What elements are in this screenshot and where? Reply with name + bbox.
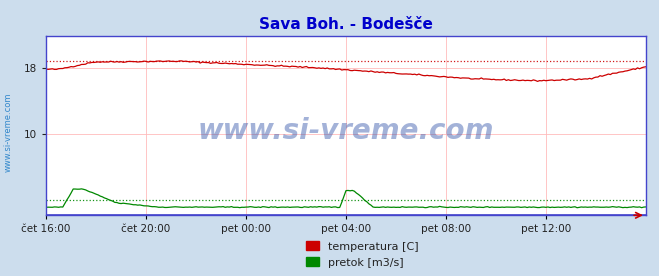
Title: Sava Boh. - Bodešče: Sava Boh. - Bodešče [259,17,433,32]
Text: www.si-vreme.com: www.si-vreme.com [198,117,494,145]
Text: www.si-vreme.com: www.si-vreme.com [4,93,13,172]
Legend: temperatura [C], pretok [m3/s]: temperatura [C], pretok [m3/s] [306,241,419,268]
